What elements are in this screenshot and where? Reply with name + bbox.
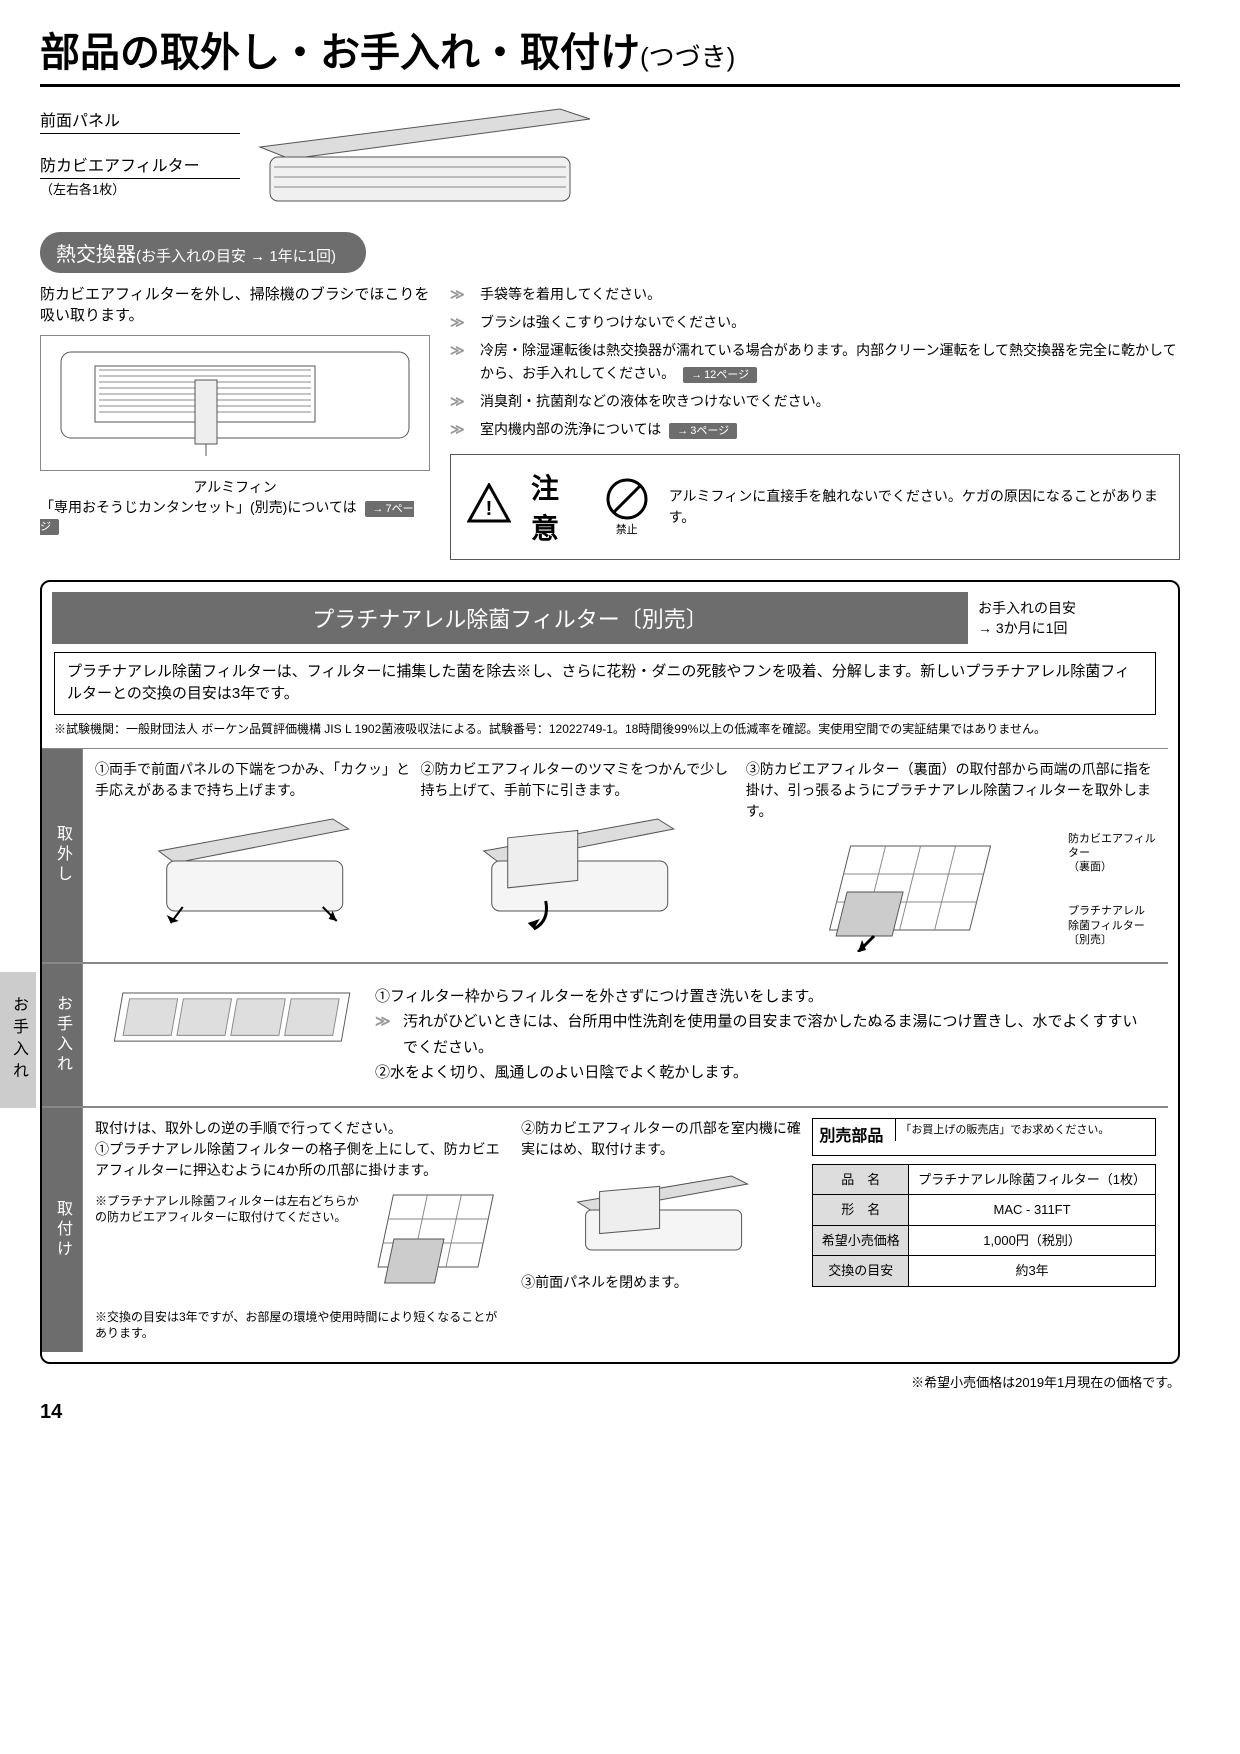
install-step-3: ③前面パネルを閉めます。 bbox=[521, 1272, 802, 1293]
install-illustration-1 bbox=[371, 1187, 501, 1303]
hx-header-main: 熱交換器 bbox=[56, 244, 136, 266]
parts-table: 品 名プラチナアレル除菌フィルター（1枚） 形 名MAC - 311FT 希望小… bbox=[812, 1164, 1156, 1287]
remove-illustration-3: 防カビエアフィルター （裏面） プラチナアレル 除菌フィルター〔別売〕 bbox=[746, 832, 1156, 952]
page-title: 部品の取外し・お手入れ・取付け(つづき) bbox=[40, 20, 1180, 87]
page-side-tab: お手入れ bbox=[0, 972, 36, 1108]
filter-title: プラチナアレル除菌フィルター〔別売〕 bbox=[52, 592, 968, 644]
title-suffix: (つづき) bbox=[640, 42, 735, 72]
filter-aside: お手入れの目安 → 3か月に1回 bbox=[968, 594, 1168, 642]
install-intro: 取付けは、取外しの逆の手順で行ってください。 bbox=[95, 1118, 501, 1139]
remove-illustration-2 bbox=[420, 811, 735, 937]
platinum-filter-box: プラチナアレル除菌フィルター〔別売〕 お手入れの目安 → 3か月に1回 プラチナ… bbox=[40, 580, 1180, 1364]
hx-left-text: 防カビエアフィルターを外し、掃除機のブラシでほこりを吸い取ります。 bbox=[40, 283, 430, 325]
clean-illustration bbox=[95, 974, 365, 1096]
label-filter-sub: （左右各1枚） bbox=[40, 179, 240, 198]
hx-bullet: 消臭剤・抗菌剤などの液体を吹きつけないでください。 bbox=[450, 390, 1180, 414]
heat-exchanger-section: 防カビエアフィルターを外し、掃除機のブラシでほこりを吸い取ります。 アルミフィン… bbox=[40, 283, 1180, 560]
clean-section: お手入れ ①フィルター枠からフィルターを外さずにつけ置き洗いをしま bbox=[42, 963, 1168, 1107]
heat-exchanger-header: 熱交換器(お手入れの目安 → 1年に1回) bbox=[40, 232, 366, 273]
hx-bullet: 室内機内部の洗浄については 3ページ bbox=[450, 418, 1180, 442]
caution-message: アルミフィンに直接手を触れないでください。ケガの原因になることがあります。 bbox=[669, 486, 1163, 528]
page-number: 14 bbox=[40, 1401, 1180, 1424]
remove-illustration-1 bbox=[95, 811, 410, 937]
install-illustration-2 bbox=[521, 1168, 802, 1264]
label-filter-back: 防カビエアフィルター （裏面） bbox=[1068, 832, 1156, 875]
hx-bullet: 手袋等を着用してください。 bbox=[450, 283, 1180, 307]
hx-header-sub: (お手入れの目安 → 1年に1回) bbox=[136, 248, 336, 265]
caution-label: 注意 bbox=[531, 467, 585, 547]
label-filter: 防カビエアフィルター bbox=[40, 152, 240, 179]
table-row: 品 名プラチナアレル除菌フィルター（1枚） bbox=[813, 1164, 1156, 1195]
parts-header-sub: 「お買上げの販売店」でお求めください。 bbox=[895, 1119, 1155, 1141]
clean-step-2: ②水をよく切り、風通しのよい日陰でよく乾かします。 bbox=[375, 1060, 1146, 1086]
parts-header-title: 別売部品 bbox=[813, 1119, 889, 1155]
warning-icon: ! bbox=[467, 483, 511, 531]
section-tab-remove: 取外し bbox=[42, 749, 83, 962]
table-row: 交換の目安約3年 bbox=[813, 1256, 1156, 1287]
hx-bullet-list: 手袋等を着用してください。 ブラシは強くこすりつけないでください。 冷房・除湿運… bbox=[450, 283, 1180, 442]
hx-diagram bbox=[40, 335, 430, 471]
title-main: 部品の取外し・お手入れ・取付け bbox=[40, 31, 640, 75]
page-ref-badge: 3ページ bbox=[669, 423, 737, 439]
fin-label: アルミフィン bbox=[40, 477, 430, 497]
filter-footnote: ※試験機関：一般財団法人 ボーケン品質評価機構 JIS L 1902菌液吸収法に… bbox=[54, 721, 1156, 738]
clean-note: 汚れがひどいときには、台所用中性洗剤を使用量の目安まで溶かしたぬるま湯につけ置き… bbox=[375, 1009, 1146, 1060]
install-step-1: ①プラチナアレル除菌フィルターの格子側を上にして、防カビエアフィルターに押込むよ… bbox=[95, 1139, 501, 1181]
table-row: 形 名MAC - 311FT bbox=[813, 1195, 1156, 1226]
remove-step-2: ②防カビエアフィルターのツマミをつかんで少し持ち上げて、手前下に引きます。 bbox=[420, 759, 735, 801]
page-ref-badge: 12ページ bbox=[683, 367, 757, 383]
section-tab-install: 取付け bbox=[42, 1108, 83, 1353]
filter-description: プラチナアレル除菌フィルターは、フィルターに捕集した菌を除去※し、さらに花粉・ダ… bbox=[54, 652, 1156, 715]
parts-header: 別売部品 「お買上げの販売店」でお求めください。 bbox=[812, 1118, 1156, 1156]
install-note-2: ※交換の目安は3年ですが、お部屋の環境や使用時間により短くなることがあります。 bbox=[95, 1309, 501, 1343]
caution-box: ! 注意 禁止 アルミフィンに直接手を触れないでください。ケガの原因になることが… bbox=[450, 454, 1180, 560]
label-allergen-filter: プラチナアレル 除菌フィルター〔別売〕 bbox=[1068, 904, 1156, 947]
install-step-2: ②防カビエアフィルターの爪部を室内機に確実にはめ、取付けます。 bbox=[521, 1118, 802, 1160]
table-row: 希望小売価格1,000円（税別） bbox=[813, 1225, 1156, 1256]
prohibit-icon: 禁止 bbox=[605, 477, 649, 537]
price-note: ※希望小売価格は2019年1月現在の価格です。 bbox=[40, 1372, 1180, 1391]
section-tab-clean: お手入れ bbox=[42, 964, 83, 1106]
hx-set-note: 「専用おそうじカンタンセット」(別売)については 7ページ bbox=[40, 497, 430, 534]
remove-step-1: ①両手で前面パネルの下端をつかみ、「カクッ」と手応えがあるまで持ち上げます。 bbox=[95, 759, 410, 801]
remove-section: 取外し ①両手で前面パネルの下端をつかみ、「カクッ」と手応えがあるまで持ち上げま… bbox=[42, 748, 1168, 963]
svg-text:!: ! bbox=[486, 498, 493, 520]
hx-bullet: 冷房・除湿運転後は熱交換器が濡れている場合があります。内部クリーン運転をして熱交… bbox=[450, 339, 1180, 387]
label-front-panel: 前面パネル bbox=[40, 107, 240, 134]
clean-step-1: ①フィルター枠からフィルターを外さずにつけ置き洗いをします。 bbox=[375, 984, 1146, 1010]
ac-unit-illustration bbox=[250, 107, 1180, 212]
install-note-1: ※プラチナアレル除菌フィルターは左右どちらかの防カビエアフィルターに取付けてくだ… bbox=[95, 1193, 363, 1227]
unit-diagram-row: 前面パネル 防カビエアフィルター （左右各1枚） bbox=[40, 107, 1180, 212]
remove-step-3: ③防カビエアフィルター（裏面）の取付部から両端の爪部に指を掛け、引っ張るようにプ… bbox=[746, 759, 1156, 822]
install-section: 取付け 取付けは、取外しの逆の手順で行ってください。 ①プラチナアレル除菌フィル… bbox=[42, 1107, 1168, 1353]
hx-bullet: ブラシは強くこすりつけないでください。 bbox=[450, 311, 1180, 335]
